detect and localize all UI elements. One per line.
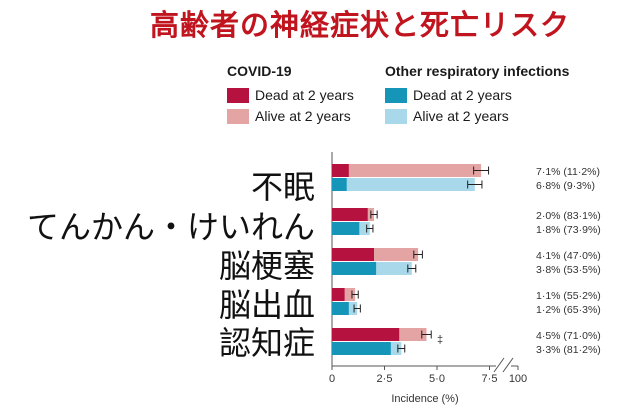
category-label-insomnia: 不眠 <box>250 168 315 206</box>
legend-item-covid-alive: Alive at 2 years <box>227 107 351 125</box>
value-label-dementia-covid: 4·5% (71·0%) <box>536 330 601 342</box>
bar-dementia-other-dead <box>332 342 391 355</box>
x-tick-label: 7·5 <box>482 373 498 385</box>
annotation-mark: ‡ <box>437 334 443 346</box>
category-label-stroke: 脳梗塞 <box>218 247 315 285</box>
bar-stroke-other-dead <box>332 262 377 275</box>
x-tick-label: 2·5 <box>377 373 393 385</box>
value-label-hemorrhage-other: 1·2% (65·3%) <box>536 304 601 316</box>
legend-item-other-dead: Dead at 2 years <box>385 86 512 104</box>
legend-label-other-alive: Alive at 2 years <box>413 108 509 124</box>
legend-label-covid-alive: Alive at 2 years <box>255 108 351 124</box>
x-axis-label: Incidence (%) <box>391 393 458 405</box>
x-tick-label: 100 <box>509 373 527 385</box>
category-label-hemorrhage: 脳出血 <box>218 286 315 324</box>
bar-insomnia-covid-alive <box>332 164 482 177</box>
bar-dementia-covid-dead <box>332 328 400 341</box>
legend-swatch-other-dead <box>385 87 407 103</box>
category-label-epilepsy: てんかん・けいれん <box>26 208 315 246</box>
legend-item-covid-dead: Dead at 2 years <box>227 86 354 104</box>
bar-insomnia-covid-dead <box>332 164 349 177</box>
bar-hemorrhage-covid-dead <box>332 288 345 301</box>
value-label-stroke-covid: 4·1% (47·0%) <box>536 250 601 262</box>
x-tick-label: 0 <box>329 373 335 385</box>
bar-epilepsy-other-dead <box>332 222 360 235</box>
axis-break-mark <box>493 357 505 373</box>
value-label-dementia-other: 3·3% (81·2%) <box>536 344 601 356</box>
legend-swatch-covid-dead <box>227 87 249 103</box>
legend-title-covid: COVID-19 <box>227 63 292 79</box>
x-tick-label: 5·0 <box>429 373 445 385</box>
page-title: 高齢者の神経症状と死亡リスク <box>150 8 571 42</box>
legend-swatch-covid-alive <box>227 108 249 124</box>
axis-break-mark <box>502 357 514 373</box>
value-label-hemorrhage-covid: 1·1% (55·2%) <box>536 290 601 302</box>
legend-label-covid-dead: Dead at 2 years <box>255 87 354 103</box>
legend-title-other: Other respiratory infections <box>385 63 570 79</box>
value-label-insomnia-other: 6·8% (9·3%) <box>536 180 595 192</box>
category-label-dementia: 認知症 <box>218 324 315 362</box>
bar-stroke-covid-dead <box>332 248 374 261</box>
value-label-insomnia-covid: 7·1% (11·2%) <box>536 166 600 178</box>
bar-hemorrhage-other-dead <box>332 302 349 315</box>
value-label-epilepsy-covid: 2·0% (83·1%) <box>536 210 601 222</box>
legend-swatch-other-alive <box>385 108 407 124</box>
bar-insomnia-other-alive <box>332 178 475 191</box>
value-label-stroke-other: 3·8% (53·5%) <box>536 264 601 276</box>
bar-epilepsy-covid-dead <box>332 208 368 221</box>
bar-insomnia-other-dead <box>332 178 347 191</box>
legend-label-other-dead: Dead at 2 years <box>413 87 512 103</box>
value-label-epilepsy-other: 1·8% (73·9%) <box>536 224 601 236</box>
legend-item-other-alive: Alive at 2 years <box>385 107 509 125</box>
